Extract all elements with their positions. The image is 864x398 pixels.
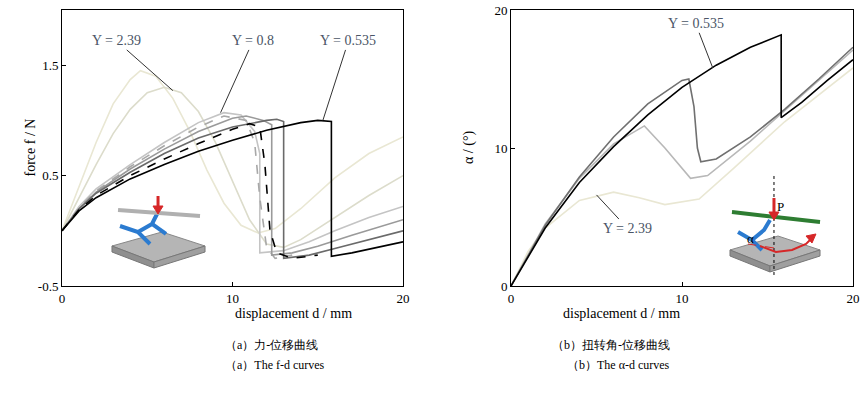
svg-text:（a）The f-d curves: （a）The f-d curves (225, 358, 325, 372)
svg-text:20: 20 (397, 291, 410, 306)
svg-text:10: 10 (226, 291, 239, 306)
svg-text:Y = 0.535: Y = 0.535 (668, 16, 724, 31)
svg-text:α / (°): α / (°) (461, 131, 477, 164)
svg-text:Y = 0.8: Y = 0.8 (232, 33, 274, 48)
svg-text:0: 0 (508, 291, 515, 306)
svg-text:Y = 2.39: Y = 2.39 (603, 221, 652, 236)
svg-text:（a）力-位移曲线: （a）力-位移曲线 (225, 338, 318, 352)
svg-text:20: 20 (847, 291, 860, 306)
svg-text:α: α (747, 231, 754, 246)
svg-text:-0.5: -0.5 (38, 279, 59, 294)
svg-text:（b）The α-d curves: （b）The α-d curves (567, 358, 670, 372)
svg-text:10: 10 (494, 141, 507, 156)
svg-text:displacement d / mm: displacement d / mm (235, 306, 352, 321)
svg-text:0: 0 (59, 291, 66, 306)
svg-text:10: 10 (676, 291, 689, 306)
svg-text:force f / N: force f / N (23, 119, 38, 177)
svg-text:Y = 2.39: Y = 2.39 (92, 33, 141, 48)
svg-text:0.5: 0.5 (42, 168, 58, 183)
svg-text:0: 0 (501, 279, 508, 294)
svg-text:1.5: 1.5 (42, 58, 58, 73)
svg-text:（b）扭转角-位移曲线: （b）扭转角-位移曲线 (552, 338, 670, 352)
svg-text:20: 20 (494, 3, 507, 18)
svg-text:displacement d / mm: displacement d / mm (563, 306, 680, 321)
svg-text:Y = 0.535: Y = 0.535 (320, 33, 376, 48)
svg-text:P: P (777, 199, 784, 214)
